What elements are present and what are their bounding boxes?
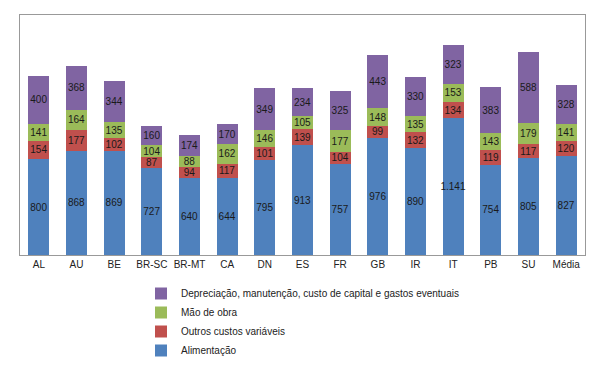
svg-text:754: 754 bbox=[482, 204, 499, 215]
svg-text:AL: AL bbox=[33, 259, 46, 270]
svg-text:PB: PB bbox=[484, 259, 498, 270]
svg-text:640: 640 bbox=[181, 211, 198, 222]
svg-text:827: 827 bbox=[558, 200, 575, 211]
svg-text:344: 344 bbox=[106, 96, 123, 107]
svg-text:87: 87 bbox=[146, 157, 158, 168]
svg-text:Outros custos variáveis: Outros custos variáveis bbox=[181, 326, 285, 337]
svg-text:CA: CA bbox=[220, 259, 234, 270]
svg-text:141: 141 bbox=[30, 127, 47, 138]
svg-text:94: 94 bbox=[184, 167, 196, 178]
svg-text:800: 800 bbox=[30, 202, 47, 213]
svg-text:177: 177 bbox=[332, 136, 349, 147]
svg-text:154: 154 bbox=[30, 144, 47, 155]
svg-text:757: 757 bbox=[332, 204, 349, 215]
svg-text:1.141: 1.141 bbox=[440, 181, 465, 192]
svg-text:AU: AU bbox=[70, 259, 84, 270]
svg-text:869: 869 bbox=[106, 197, 123, 208]
svg-text:323: 323 bbox=[445, 59, 462, 70]
svg-text:234: 234 bbox=[294, 97, 311, 108]
svg-text:99: 99 bbox=[372, 126, 384, 137]
svg-text:BR-SC: BR-SC bbox=[136, 259, 167, 270]
svg-text:FR: FR bbox=[333, 259, 346, 270]
svg-text:162: 162 bbox=[219, 148, 236, 159]
svg-text:976: 976 bbox=[369, 191, 386, 202]
svg-text:GB: GB bbox=[371, 259, 386, 270]
svg-text:383: 383 bbox=[482, 105, 499, 116]
svg-text:132: 132 bbox=[407, 135, 424, 146]
svg-text:400: 400 bbox=[30, 94, 47, 105]
svg-text:177: 177 bbox=[68, 135, 85, 146]
svg-text:105: 105 bbox=[294, 117, 311, 128]
svg-text:88: 88 bbox=[184, 156, 196, 167]
svg-text:325: 325 bbox=[332, 105, 349, 116]
svg-text:913: 913 bbox=[294, 195, 311, 206]
svg-text:727: 727 bbox=[143, 206, 160, 217]
svg-text:160: 160 bbox=[143, 130, 160, 141]
svg-text:Média: Média bbox=[553, 259, 581, 270]
svg-text:Depreciação, manutenção, custo: Depreciação, manutenção, custo de capita… bbox=[181, 288, 459, 299]
svg-text:139: 139 bbox=[294, 132, 311, 143]
svg-text:164: 164 bbox=[68, 114, 85, 125]
svg-text:330: 330 bbox=[407, 91, 424, 102]
svg-text:328: 328 bbox=[558, 99, 575, 110]
svg-text:795: 795 bbox=[256, 202, 273, 213]
svg-text:Mão de obra: Mão de obra bbox=[181, 307, 238, 318]
svg-text:135: 135 bbox=[407, 119, 424, 130]
svg-text:BE: BE bbox=[107, 259, 121, 270]
svg-text:368: 368 bbox=[68, 82, 85, 93]
svg-text:588: 588 bbox=[520, 82, 537, 93]
svg-text:143: 143 bbox=[482, 136, 499, 147]
svg-text:135: 135 bbox=[106, 125, 123, 136]
svg-text:101: 101 bbox=[256, 148, 273, 159]
svg-text:BR-MT: BR-MT bbox=[174, 259, 206, 270]
svg-text:102: 102 bbox=[106, 139, 123, 150]
svg-text:174: 174 bbox=[181, 140, 198, 151]
svg-text:120: 120 bbox=[558, 143, 575, 154]
svg-text:IR: IR bbox=[411, 259, 421, 270]
svg-text:117: 117 bbox=[219, 165, 235, 176]
svg-text:443: 443 bbox=[369, 76, 386, 87]
svg-text:890: 890 bbox=[407, 196, 424, 207]
svg-text:SU: SU bbox=[522, 259, 536, 270]
svg-text:170: 170 bbox=[219, 129, 236, 140]
svg-text:805: 805 bbox=[520, 201, 537, 212]
svg-text:148: 148 bbox=[369, 112, 386, 123]
svg-text:134: 134 bbox=[445, 105, 462, 116]
svg-text:146: 146 bbox=[256, 133, 273, 144]
svg-text:Alimentação: Alimentação bbox=[181, 345, 236, 356]
svg-text:119: 119 bbox=[483, 152, 499, 163]
svg-text:ES: ES bbox=[296, 259, 310, 270]
svg-text:644: 644 bbox=[219, 211, 236, 222]
svg-text:117: 117 bbox=[520, 146, 536, 157]
svg-text:IT: IT bbox=[449, 259, 458, 270]
svg-text:349: 349 bbox=[256, 104, 273, 115]
svg-text:104: 104 bbox=[332, 152, 349, 163]
svg-text:104: 104 bbox=[143, 146, 160, 157]
svg-text:153: 153 bbox=[445, 87, 462, 98]
svg-text:868: 868 bbox=[68, 197, 85, 208]
svg-text:141: 141 bbox=[558, 127, 575, 138]
svg-text:DN: DN bbox=[258, 259, 272, 270]
svg-text:179: 179 bbox=[520, 128, 537, 139]
